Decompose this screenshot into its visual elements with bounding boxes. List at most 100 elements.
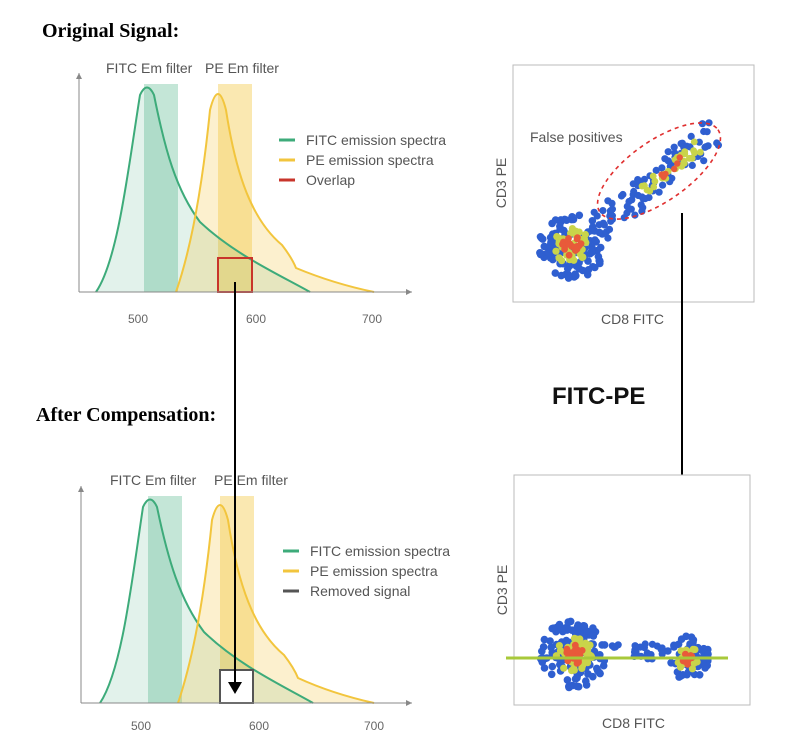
scatter-dot xyxy=(555,642,564,650)
scatter-dot xyxy=(573,660,581,667)
scatter-dot xyxy=(572,635,580,643)
scatter-dot xyxy=(703,128,711,136)
scatter-dot xyxy=(714,141,723,149)
pe-filter-label: PE Em filter xyxy=(205,60,279,76)
scatter-dot xyxy=(563,676,572,684)
scatter-panel-bottom: CD8 FITC CD3 PE xyxy=(494,474,751,731)
scatter-dot xyxy=(695,138,703,146)
scatter-dot xyxy=(589,632,598,640)
scatter-dot xyxy=(695,671,704,679)
scatter-dot xyxy=(573,235,581,243)
scatter-dot xyxy=(658,650,666,658)
scatter-dot xyxy=(604,234,612,242)
false-positives-label: False positives xyxy=(530,129,623,145)
scatter-dot xyxy=(634,191,642,200)
scatter-dot xyxy=(560,664,568,672)
scatter-dot xyxy=(580,622,589,630)
scatter-dot xyxy=(608,205,617,213)
scatter-dot xyxy=(548,662,557,671)
tick-700: 700 xyxy=(364,719,384,733)
scatter-dot xyxy=(559,240,566,248)
scatter-dot xyxy=(620,214,628,222)
fitc-pe-label: FITC-PE xyxy=(552,383,645,410)
scatter-dot xyxy=(594,252,603,261)
scatter-dot xyxy=(664,148,672,156)
tick-500: 500 xyxy=(131,719,151,733)
scatter-dot xyxy=(688,665,697,673)
scatter-dot xyxy=(558,257,566,265)
scatter-dot xyxy=(573,674,581,682)
scatter-dot xyxy=(689,636,698,644)
scatter-dot xyxy=(690,659,698,667)
scatter-dot xyxy=(670,143,678,151)
legend-removed: Removed signal xyxy=(310,583,410,599)
scatter-dot xyxy=(701,143,709,151)
fitc-spectrum-line xyxy=(99,498,314,704)
pe-spectrum-line xyxy=(177,504,375,704)
scatter-dot xyxy=(652,166,660,174)
scatter-dot xyxy=(680,157,688,165)
scatter-dot xyxy=(588,246,596,255)
scatter-dot xyxy=(676,154,683,161)
scatter-dot xyxy=(596,669,604,678)
scatter-dot xyxy=(600,641,609,649)
legend-fitc: FITC emission spectra xyxy=(310,543,450,559)
scatter-dot xyxy=(599,207,607,215)
legend-pe: PE emission spectra xyxy=(310,563,438,579)
scatter-dot xyxy=(538,658,547,666)
scatter-dot xyxy=(629,180,637,188)
scatter-dot xyxy=(696,148,704,156)
scatter-dot xyxy=(700,644,708,653)
scatter-dot xyxy=(588,217,597,225)
scatter-dot xyxy=(566,261,574,270)
scatter-dot xyxy=(547,670,556,679)
scatter-dot xyxy=(651,177,659,185)
scatter-dot xyxy=(574,229,582,237)
scatter-dot xyxy=(645,193,653,202)
scatter-dot xyxy=(546,637,554,645)
scatter-dot xyxy=(581,639,590,647)
scatter-dot xyxy=(686,154,693,162)
x-axis-arrow-icon xyxy=(406,700,412,706)
pe-filter-label: PE Em filter xyxy=(214,472,288,488)
fitc-filter-band xyxy=(144,84,178,292)
scatter-frame xyxy=(513,474,751,706)
scatter-dot xyxy=(608,199,616,207)
scatter-dot xyxy=(587,226,596,235)
scatter-dot xyxy=(649,172,657,180)
scatter-dot xyxy=(659,181,667,189)
original-signal-title: Original Signal: xyxy=(42,20,179,42)
spectra-panel-top: FITC Em filter PE Em filter 500 600 700 … xyxy=(76,60,446,326)
tick-600: 600 xyxy=(246,312,266,326)
scatter-dot xyxy=(658,171,665,178)
scatter-bottom-ylabel: CD3 PE xyxy=(494,565,510,616)
scatter-dot xyxy=(573,682,581,691)
scatter-dot xyxy=(688,161,696,169)
y-axis-arrow-icon xyxy=(78,486,84,492)
scatter-dot xyxy=(571,270,579,279)
scatter-dot xyxy=(572,247,579,254)
scatter-dot xyxy=(687,132,695,140)
scatter-dot xyxy=(556,225,564,233)
scatter-dot xyxy=(682,650,689,658)
tick-500: 500 xyxy=(128,312,148,326)
scatter-dot xyxy=(562,216,571,224)
scatter-dot xyxy=(573,623,582,631)
scatter-dot xyxy=(579,266,587,275)
scatter-dot xyxy=(705,119,713,127)
fitc-filter-band xyxy=(148,496,182,703)
spectra-panel-bottom: FITC Em filter PE Em filter 500 600 700 … xyxy=(78,472,450,733)
scatter-dot xyxy=(591,236,599,244)
scatter-dot xyxy=(565,251,573,259)
pe-spectrum-fill xyxy=(176,94,374,292)
scatter-dot xyxy=(568,667,576,675)
scatter-bottom-xlabel: CD8 FITC xyxy=(602,715,665,731)
scatter-dot xyxy=(670,643,678,651)
scatter-dot xyxy=(557,624,566,632)
scatter-dot xyxy=(536,249,544,257)
scatter-dot xyxy=(568,213,576,221)
scatter-dot xyxy=(631,642,639,650)
scatter-dot xyxy=(549,255,557,264)
scatter-dot xyxy=(575,211,584,220)
